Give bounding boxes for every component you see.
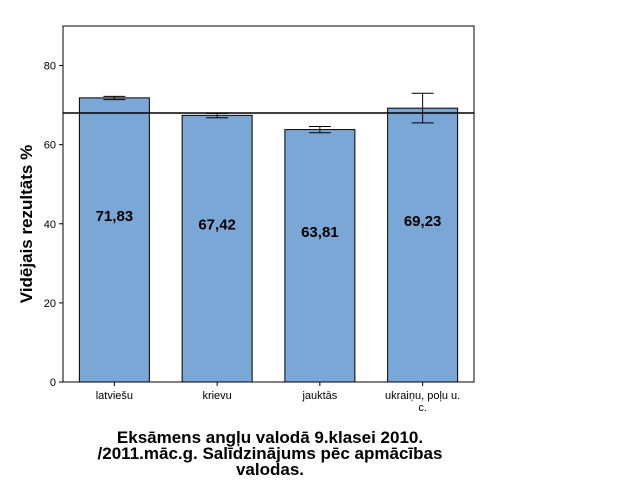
x-axis-label: Eksāmens angļu valodā 9.klasei 2010. /20… bbox=[60, 428, 480, 479]
x-axis-label-line: /2011.māc.g. Salīdzinājums pēc apmācības bbox=[97, 444, 443, 463]
error-bar-0 bbox=[103, 95, 126, 101]
y-tick-label: 80 bbox=[44, 61, 56, 73]
y-tick-label: 20 bbox=[44, 298, 56, 310]
data-label-2: 63,81 bbox=[301, 224, 339, 241]
y-tick-label: 0 bbox=[50, 377, 56, 389]
data-label-3: 69,23 bbox=[404, 213, 442, 230]
x-axis: latviešu krievu jauktās ukraiņu, poļu u. c. bbox=[96, 382, 460, 414]
x-tick-label-0: latviešu bbox=[96, 390, 133, 402]
bar-1 bbox=[181, 114, 253, 383]
y-tick-label: 60 bbox=[44, 140, 56, 152]
x-axis-label-line: valodas. bbox=[235, 460, 305, 479]
data-labels: 71,83 67,42 63,81 69,23 bbox=[96, 208, 442, 241]
data-label-1: 67,42 bbox=[198, 217, 236, 234]
y-tick-label: 40 bbox=[44, 219, 56, 231]
bars bbox=[78, 97, 459, 383]
bar-3 bbox=[387, 107, 459, 383]
bar-2 bbox=[284, 129, 356, 383]
data-label-0: 71,83 bbox=[96, 208, 134, 225]
error-bar-2 bbox=[308, 125, 331, 134]
x-tick-label-1: krievu bbox=[202, 390, 231, 402]
bar-0 bbox=[78, 97, 150, 383]
error-bars bbox=[103, 92, 434, 134]
error-bar-3 bbox=[411, 92, 434, 124]
x-tick-label-3: ukraiņu, poļu u. c. bbox=[385, 390, 460, 414]
y-axis: 0 20 40 60 80 bbox=[44, 61, 63, 389]
x-axis-label-line: Eksāmens angļu valodā 9.klasei 2010. bbox=[116, 428, 424, 447]
y-axis-label: Vidējais rezultāts % bbox=[17, 145, 36, 303]
x-tick-label-2: jauktās bbox=[301, 390, 337, 402]
